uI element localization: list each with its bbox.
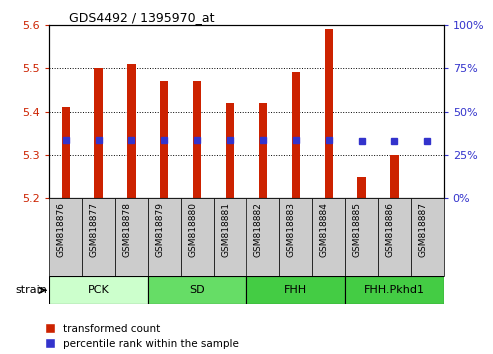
Bar <box>82 198 115 276</box>
Bar <box>181 198 213 276</box>
Bar <box>62 107 70 198</box>
Text: GSM818883: GSM818883 <box>287 202 296 257</box>
Bar <box>357 177 366 198</box>
Text: GSM818879: GSM818879 <box>155 202 164 257</box>
Bar <box>345 276 444 304</box>
Text: FHH.Pkhd1: FHH.Pkhd1 <box>364 285 425 295</box>
Text: GSM818877: GSM818877 <box>90 202 99 257</box>
Bar <box>378 198 411 276</box>
Text: GSM818885: GSM818885 <box>352 202 361 257</box>
Bar <box>280 198 312 276</box>
Text: GSM818878: GSM818878 <box>122 202 132 257</box>
Text: SD: SD <box>189 285 205 295</box>
Bar <box>160 81 169 198</box>
Text: GSM818884: GSM818884 <box>319 202 329 257</box>
Bar <box>312 198 345 276</box>
Bar <box>49 276 148 304</box>
Text: GSM818886: GSM818886 <box>386 202 394 257</box>
Text: GSM818880: GSM818880 <box>188 202 197 257</box>
Bar <box>115 198 148 276</box>
Bar <box>213 198 246 276</box>
Text: FHH: FHH <box>284 285 307 295</box>
Bar <box>148 276 246 304</box>
Bar <box>246 198 280 276</box>
Text: GSM818882: GSM818882 <box>254 202 263 257</box>
Bar <box>49 198 82 276</box>
Bar <box>246 276 345 304</box>
Legend: transformed count, percentile rank within the sample: transformed count, percentile rank withi… <box>45 324 239 349</box>
Bar <box>324 29 333 198</box>
Bar <box>390 155 398 198</box>
Bar <box>193 81 201 198</box>
Bar <box>259 103 267 198</box>
Bar <box>148 198 181 276</box>
Bar <box>411 198 444 276</box>
Bar <box>127 64 136 198</box>
Text: GSM818881: GSM818881 <box>221 202 230 257</box>
Text: PCK: PCK <box>88 285 109 295</box>
Bar <box>345 198 378 276</box>
Text: GSM818876: GSM818876 <box>57 202 66 257</box>
Text: GDS4492 / 1395970_at: GDS4492 / 1395970_at <box>69 11 214 24</box>
Bar <box>226 103 234 198</box>
Bar <box>292 73 300 198</box>
Text: GSM818887: GSM818887 <box>418 202 427 257</box>
Text: strain: strain <box>16 285 48 295</box>
Bar <box>95 68 103 198</box>
